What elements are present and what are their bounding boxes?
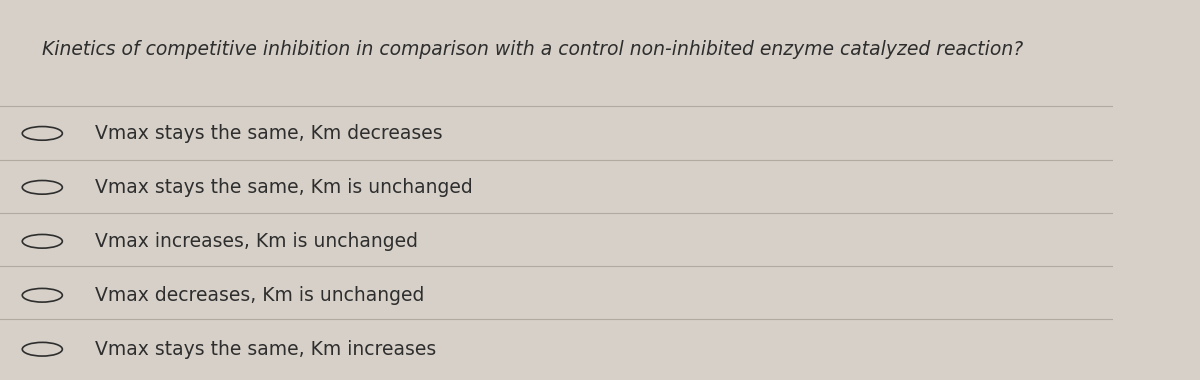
Text: Vmax stays the same, Km is unchanged: Vmax stays the same, Km is unchanged <box>95 178 473 197</box>
Text: Kinetics of competitive inhibition in comparison with a control non-inhibited en: Kinetics of competitive inhibition in co… <box>42 40 1024 59</box>
Text: Vmax stays the same, Km decreases: Vmax stays the same, Km decreases <box>95 124 443 143</box>
Text: Vmax decreases, Km is unchanged: Vmax decreases, Km is unchanged <box>95 286 424 305</box>
Text: Vmax stays the same, Km increases: Vmax stays the same, Km increases <box>95 340 436 359</box>
Text: Vmax increases, Km is unchanged: Vmax increases, Km is unchanged <box>95 232 418 251</box>
